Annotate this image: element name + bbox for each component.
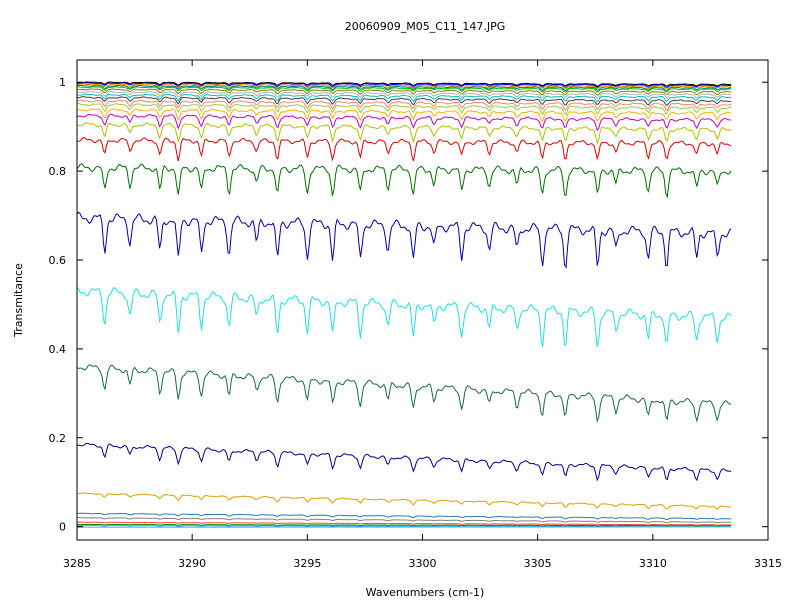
y-tick-label: 0.8	[49, 165, 67, 178]
series-line	[76, 137, 732, 162]
series-line	[76, 84, 732, 92]
series-line	[76, 99, 732, 112]
series-line	[76, 113, 732, 132]
x-axis-title: Wavenumbers (cm-1)	[366, 586, 485, 599]
x-tick-label: 3295	[293, 557, 321, 570]
series-line	[76, 492, 732, 510]
series-line	[76, 86, 732, 93]
y-tick-label: 0.2	[49, 432, 67, 445]
series-line	[76, 364, 732, 424]
y-tick-label: 1	[59, 76, 66, 89]
x-tick-label: 3300	[409, 557, 437, 570]
x-tick-label: 3310	[639, 557, 667, 570]
series-line	[76, 211, 732, 269]
x-axis-ticks: 3285 3290 3295 3300 3305 3310 3315	[63, 60, 782, 570]
x-tick-label: 3315	[754, 557, 782, 570]
series-line	[76, 81, 732, 87]
x-tick-label: 3285	[63, 557, 91, 570]
series-line	[76, 93, 732, 103]
series-line	[76, 96, 732, 106]
y-tick-label: 0	[59, 521, 66, 534]
y-tick-label: 0.4	[49, 343, 67, 356]
y-axis-ticks: 0 0.2 0.4 0.6 0.8 1	[49, 76, 768, 534]
series-line	[76, 523, 732, 527]
series-line	[76, 286, 732, 348]
series-line	[76, 517, 732, 524]
series-line	[76, 91, 732, 100]
series-layer	[76, 81, 732, 529]
x-tick-label: 3305	[524, 557, 552, 570]
series-line	[76, 88, 732, 96]
series-line	[76, 163, 732, 199]
x-tick-label: 3290	[178, 557, 206, 570]
series-line	[76, 102, 732, 116]
series-line	[76, 122, 732, 146]
series-line	[76, 108, 732, 123]
y-axis-title: Transmitance	[12, 263, 25, 338]
chart-title: 20060909_M05_C11_147.JPG	[345, 20, 506, 33]
series-line	[76, 521, 732, 526]
series-line	[76, 442, 732, 482]
series-line	[76, 512, 732, 521]
series-line	[76, 82, 732, 89]
y-tick-label: 0.6	[49, 254, 67, 267]
series-line	[76, 83, 732, 90]
series-line	[76, 525, 732, 528]
